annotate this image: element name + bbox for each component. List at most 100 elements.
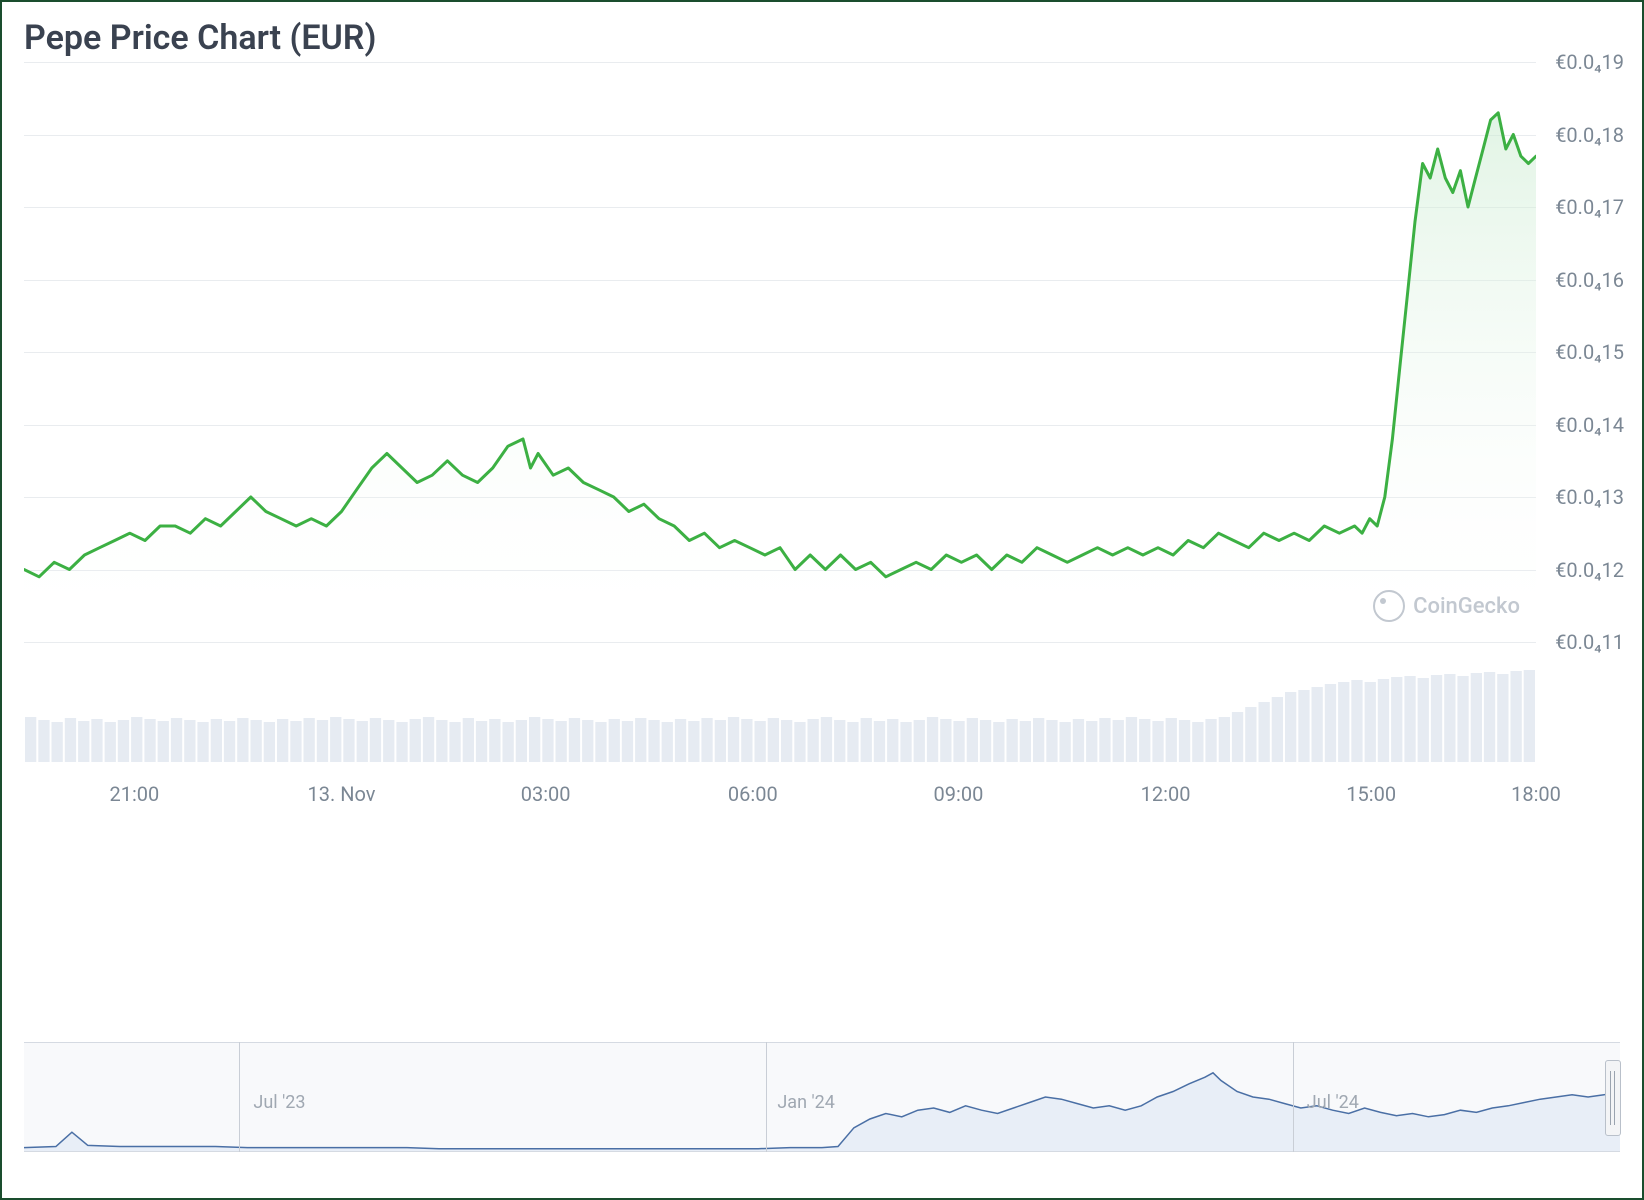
- volume-bar: [224, 721, 235, 762]
- volume-bar: [277, 719, 288, 762]
- volume-bar: [1033, 718, 1044, 762]
- volume-bar: [635, 718, 646, 762]
- volume-bar-chart[interactable]: [24, 662, 1536, 762]
- y-axis-label: €0.0₄18: [1555, 123, 1624, 147]
- volume-bar: [1457, 676, 1468, 762]
- volume-bar: [768, 718, 779, 762]
- volume-bar: [609, 719, 620, 762]
- volume-bar: [582, 720, 593, 762]
- volume-bar: [237, 718, 248, 762]
- volume-bar: [1086, 721, 1097, 762]
- x-axis-label: 21:00: [109, 782, 159, 806]
- volume-bar: [1219, 717, 1230, 762]
- y-axis-label: €0.0₄17: [1555, 195, 1624, 219]
- volume-bar: [118, 720, 129, 762]
- gecko-icon: [1373, 590, 1405, 622]
- navigator-label: Jan '24: [777, 1092, 835, 1113]
- volume-bar: [1205, 719, 1216, 762]
- navigator-handle[interactable]: [1605, 1060, 1621, 1136]
- volume-bar: [1139, 719, 1150, 762]
- volume-bar: [91, 719, 102, 762]
- volume-bar: [715, 720, 726, 762]
- volume-bar: [940, 719, 951, 762]
- navigator-label: Jul '23: [253, 1092, 305, 1113]
- volume-bar: [304, 718, 315, 762]
- navigator-tick: [239, 1042, 240, 1152]
- volume-bar: [688, 721, 699, 762]
- volume-bar: [1020, 721, 1031, 762]
- y-axis-label: €0.0₄12: [1555, 558, 1624, 582]
- volume-bar: [211, 719, 222, 762]
- volume-bar: [251, 720, 262, 762]
- volume-bar: [1378, 679, 1389, 762]
- volume-bar: [794, 722, 805, 762]
- volume-bar: [662, 722, 673, 762]
- volume-bar: [927, 717, 938, 762]
- volume-bar: [1007, 719, 1018, 762]
- price-area-chart[interactable]: [24, 62, 1536, 642]
- volume-bar: [370, 718, 381, 762]
- volume-bar: [343, 719, 354, 762]
- volume-bar: [1126, 717, 1137, 762]
- x-axis-label: 03:00: [521, 782, 571, 806]
- volume-bar: [1418, 678, 1429, 762]
- volume-bar: [821, 717, 832, 762]
- volume-bar: [1099, 718, 1110, 762]
- x-axis-label: 15:00: [1346, 782, 1396, 806]
- volume-bar: [861, 718, 872, 762]
- volume-bar: [1391, 677, 1402, 762]
- volume-bar: [595, 722, 606, 762]
- volume-bar: [1471, 673, 1482, 762]
- volume-bar: [1511, 671, 1522, 762]
- volume-bar: [78, 721, 89, 762]
- x-axis-label: 18:00: [1511, 782, 1561, 806]
- volume-bar: [38, 720, 49, 762]
- volume-bar: [701, 718, 712, 762]
- watermark-text: CoinGecko: [1413, 594, 1520, 619]
- volume-bar: [1431, 675, 1442, 762]
- volume-bar: [741, 719, 752, 762]
- volume-bar: [529, 717, 540, 762]
- y-axis-label: €0.0₄13: [1555, 485, 1624, 509]
- volume-bar: [1046, 720, 1057, 762]
- volume-bar: [290, 721, 301, 762]
- volume-bar: [1232, 712, 1243, 762]
- volume-bar: [476, 721, 487, 762]
- volume-bar: [1060, 722, 1071, 762]
- volume-bar: [171, 718, 182, 762]
- volume-bar: [967, 718, 978, 762]
- volume-bar: [105, 722, 116, 762]
- volume-bar: [914, 720, 925, 762]
- price-area-fill: [24, 113, 1536, 642]
- volume-bar: [1166, 718, 1177, 762]
- x-axis-label: 09:00: [934, 782, 984, 806]
- volume-bar: [728, 717, 739, 762]
- volume-bar: [144, 719, 155, 762]
- grid-line: [24, 642, 1536, 643]
- volume-bar: [410, 719, 421, 762]
- volume-bar: [317, 720, 328, 762]
- volume-bar: [953, 721, 964, 762]
- y-axis-label: €0.0₄19: [1555, 50, 1624, 74]
- volume-bar: [1312, 687, 1323, 762]
- navigator-label: Jul '24: [1307, 1092, 1359, 1113]
- coingecko-watermark: CoinGecko: [1373, 590, 1520, 622]
- volume-bar: [1298, 690, 1309, 762]
- volume-bar: [449, 722, 460, 762]
- volume-bar: [516, 720, 527, 762]
- volume-bar: [436, 720, 447, 762]
- volume-bar: [158, 721, 169, 762]
- volume-bar: [396, 722, 407, 762]
- volume-bar: [847, 722, 858, 762]
- volume-bar: [542, 719, 553, 762]
- volume-bar: [834, 720, 845, 762]
- volume-bar: [1325, 684, 1336, 762]
- chart-title: Pepe Price Chart (EUR): [24, 18, 376, 58]
- volume-bar: [1152, 721, 1163, 762]
- volume-bar: [65, 718, 76, 762]
- volume-bar: [1497, 674, 1508, 762]
- volume-bar: [503, 722, 514, 762]
- volume-bar: [1351, 680, 1362, 762]
- volume-bar: [423, 717, 434, 762]
- volume-bar: [781, 720, 792, 762]
